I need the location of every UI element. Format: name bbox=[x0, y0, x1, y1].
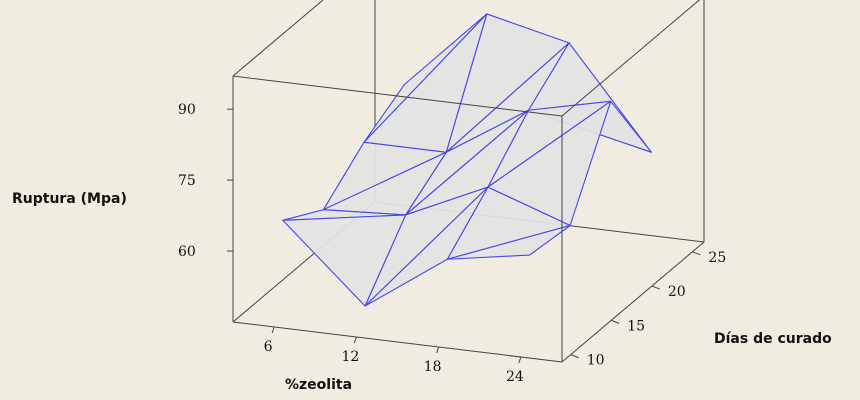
surface-facet bbox=[446, 224, 571, 260]
x-tick bbox=[271, 326, 275, 334]
y-tick bbox=[651, 285, 661, 290]
x-tick-label: 18 bbox=[424, 359, 442, 375]
y-tick bbox=[570, 354, 579, 359]
y-tick bbox=[692, 251, 701, 256]
axis-labels: Ruptura (Mpa) %zeolita Días de curado bbox=[12, 191, 832, 393]
axis-ticks: 60 75 90 6 12 18 24 10 15 20 25 bbox=[178, 102, 726, 385]
plot-box-front bbox=[232, 0, 705, 363]
z-axis-title: Ruptura (Mpa) bbox=[12, 191, 127, 207]
y-axis-title: Días de curado bbox=[714, 331, 832, 347]
box-edge bbox=[232, 0, 324, 77]
z-tick-label: 60 bbox=[178, 244, 196, 260]
box-edge bbox=[232, 321, 563, 363]
surface-facet bbox=[282, 214, 407, 307]
y-tick-label: 20 bbox=[668, 284, 686, 300]
box-edge bbox=[561, 0, 701, 117]
z-tick-label: 75 bbox=[178, 173, 196, 189]
z-tick-label: 90 bbox=[178, 102, 196, 118]
x-tick bbox=[518, 356, 522, 364]
x-tick bbox=[353, 336, 357, 344]
surface-mesh bbox=[282, 13, 652, 307]
surface-facet bbox=[364, 186, 489, 307]
box-edge bbox=[561, 241, 705, 363]
x-tick-label: 24 bbox=[506, 369, 524, 385]
x-tick-label: 6 bbox=[264, 339, 273, 355]
y-tick-label: 25 bbox=[708, 250, 726, 266]
x-axis-title: %zeolita bbox=[285, 377, 352, 393]
box-edge bbox=[232, 75, 563, 117]
y-tick-label: 15 bbox=[627, 318, 645, 334]
x-tick bbox=[436, 346, 440, 354]
y-tick-label: 10 bbox=[587, 353, 605, 369]
x-tick-label: 12 bbox=[341, 349, 359, 365]
y-tick bbox=[611, 319, 620, 324]
